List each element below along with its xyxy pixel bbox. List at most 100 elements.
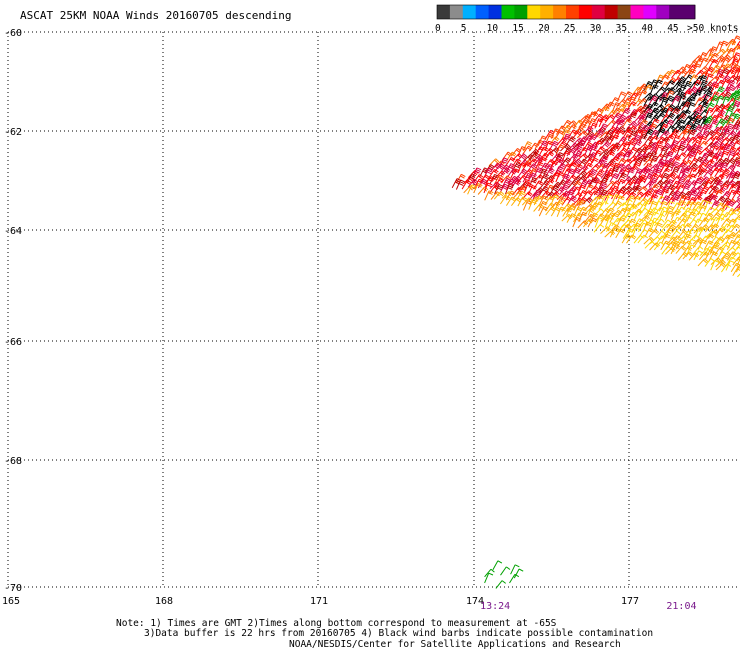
wind-barb [677,252,689,261]
wind-barb [725,84,736,95]
wind-barb [620,107,631,118]
wind-barb [576,196,588,206]
wind-barb [609,212,619,223]
wind-barb [550,153,562,162]
wind-barb [693,177,703,189]
wind-barb [703,240,714,251]
wind-barb [644,241,656,249]
wind-barb [495,580,507,589]
wind-barb [544,175,555,183]
wind-barb [736,58,740,63]
wind-barb [625,191,637,201]
wind-barb [720,57,731,67]
wind-barb [709,118,719,129]
wind-barb [681,179,692,188]
wind-barb [611,112,622,122]
legend-swatch [578,5,593,19]
wind-barb [489,181,501,189]
wind-barb [479,174,490,184]
wind-barb [659,172,670,183]
wind-barb [643,210,654,221]
wind-barb [611,200,623,210]
wind-barb [649,217,659,228]
wind-barb [732,186,740,195]
wind-barb [554,130,565,140]
wind-barb [724,106,735,117]
wind-barb [715,143,727,151]
wind-barb [653,207,665,216]
wind-barb [633,218,644,228]
wind-barb [647,142,659,150]
wind-barb [587,205,597,216]
wind-barb [572,163,583,173]
wind-barb [606,222,616,232]
wind-barb [622,91,633,101]
wind-barb [715,151,725,162]
wind-barb [637,234,649,244]
wind-barb [664,95,675,106]
wind-barb [616,202,628,210]
wind-barb [582,197,593,205]
wind-barb [598,148,610,157]
legend-swatch [514,5,528,19]
wind-barb [692,124,703,134]
wind-barb [594,213,605,223]
wind-barb [616,186,628,195]
wind-barb [617,147,628,156]
wind-barb [709,95,719,106]
wind-barb [732,229,740,238]
wind-barb [513,568,524,579]
wind-barb [637,119,648,129]
wind-barb [702,117,713,128]
wind-barb [622,185,633,194]
wind-barb [697,162,708,172]
wind-barb [660,96,669,108]
wind-barb [627,175,639,184]
wind-barb [720,54,731,63]
wind-barb [511,175,522,185]
wind-barb [719,105,729,117]
wind-barb [587,151,598,162]
wind-barb [725,79,736,90]
wind-barb [725,234,735,245]
wind-barb [638,167,649,178]
wind-barb [505,163,516,174]
wind-barb [732,203,740,212]
wind-barb [605,147,617,156]
wind-barb [676,144,686,156]
wind-barb [626,141,636,152]
wind-barb [670,161,680,172]
wind-barb [555,144,565,155]
wind-barb [660,195,671,205]
wind-barb [659,107,670,117]
wind-barb [697,115,709,124]
wind-barb [649,114,660,124]
wind-barb [687,162,699,172]
wind-barb [571,158,582,167]
wind-barb [670,244,681,255]
wind-barb [670,180,681,190]
wind-barb [715,103,727,112]
wind-barb [633,152,644,162]
wind-barb [523,182,533,194]
wind-barb [598,153,609,162]
wind-barb [709,155,719,166]
wind-barb [593,224,605,233]
wind-barb [697,239,708,250]
wind-barb [708,58,719,69]
wind-barb [670,190,681,200]
wind-barb [704,73,714,84]
longitude-labels: 165 168 171 174 177 [2,596,639,607]
wind-barb [670,194,681,205]
wind-barb [653,188,663,199]
wind-barb [719,68,730,78]
wind-barb [594,217,604,228]
wind-barb [643,84,653,95]
lat-tick-label: -64 [4,226,22,237]
wind-barb [719,157,730,167]
wind-barb [473,183,483,194]
wind-barb [628,111,638,123]
wind-barb [483,167,493,179]
wind-barb [587,217,598,228]
wind-barb [626,195,636,206]
